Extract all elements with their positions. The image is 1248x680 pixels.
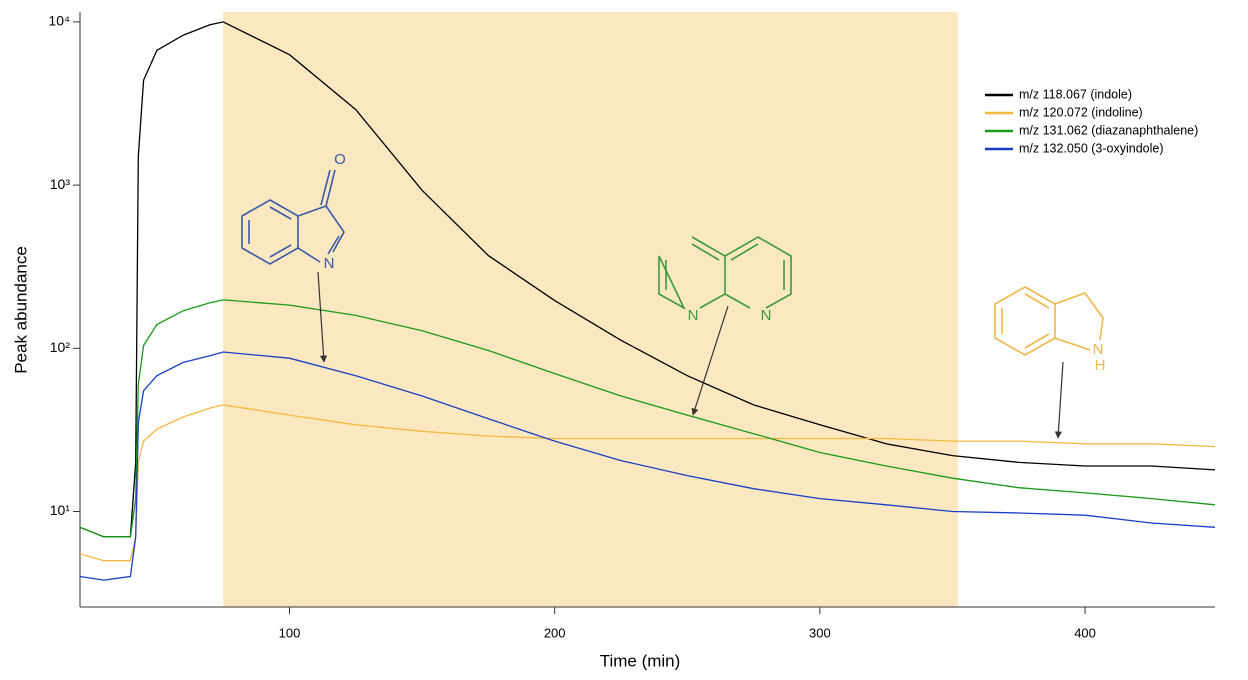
- atom-label: N: [761, 307, 772, 324]
- x-axis-label: Time (min): [600, 651, 681, 670]
- structure-oxyindole: [241, 169, 345, 265]
- structure-naphthyridine: [658, 236, 792, 310]
- atom-label: N: [688, 307, 699, 324]
- legend-label: m/z 118.067 (indole): [1019, 87, 1132, 101]
- y-tick-label: 10⁴: [48, 13, 70, 29]
- arrows: [317, 271, 1064, 439]
- atom-label: N: [324, 255, 335, 272]
- structure-indoline: [994, 286, 1104, 356]
- highlight-region: [223, 12, 958, 607]
- series-line: [79, 299, 1216, 538]
- x-tick-label: 300: [809, 625, 831, 640]
- y-tick-label: 10²: [50, 339, 71, 355]
- y-tick-label: 10³: [50, 176, 71, 192]
- legend-label: m/z 131.062 (diazanaphthalene): [1019, 123, 1198, 137]
- x-tick-label: 200: [544, 625, 566, 640]
- y-tick-label: 10¹: [50, 502, 71, 518]
- x-tick-label: 400: [1074, 625, 1096, 640]
- y-axis-label: Peak abundance: [11, 246, 30, 374]
- x-tick-label: 100: [279, 625, 301, 640]
- atom-label: H: [1095, 357, 1106, 374]
- series-line: [79, 404, 1216, 562]
- legend-label: m/z 132.050 (3-oxyindole): [1019, 141, 1164, 155]
- legend-label: m/z 120.072 (indoline): [1019, 105, 1143, 119]
- series-line: [79, 21, 1216, 538]
- atom-label: N: [1093, 341, 1104, 358]
- atom-label: O: [334, 151, 346, 168]
- series-line: [79, 351, 1216, 581]
